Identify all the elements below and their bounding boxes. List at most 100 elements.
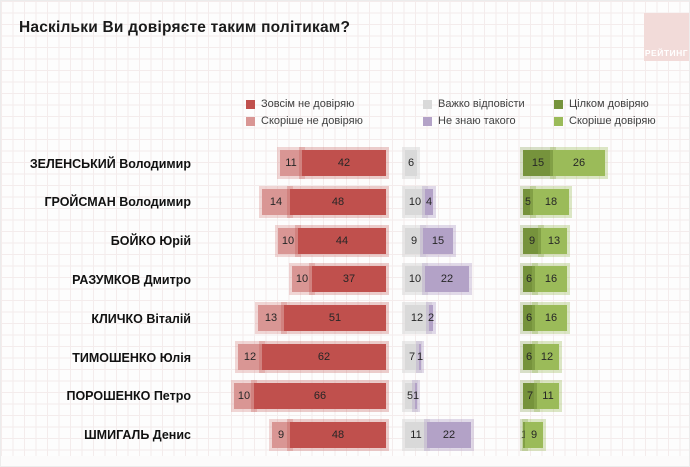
legend-label: Важко відповісти: [438, 98, 525, 110]
trust-bar-group: 6 16: [523, 305, 567, 332]
bar-segment: 6: [523, 266, 535, 293]
bar-row: ГРОЙСМАН Володимир 14 48 10 4 5 18: [1, 183, 690, 222]
bar-value-label: 13: [264, 312, 278, 325]
chart-title: Наскільки Ви довіряєте таким політикам?: [19, 19, 351, 36]
legend-swatch-icon: [246, 99, 255, 109]
bar-segment: 6: [405, 150, 417, 176]
bar-value-label: 26: [572, 157, 586, 169]
bar-value-label: 12: [540, 351, 554, 363]
bar-value-label: 10: [408, 273, 422, 286]
bar-value-label: 5: [524, 195, 532, 208]
bar-segment: 5: [523, 188, 533, 215]
bar-segment: 66: [254, 382, 386, 409]
bar-row: КЛИЧКО Віталій 13 51 12 2 6 16: [1, 299, 690, 338]
distrust-bar-group: 10 37: [292, 266, 386, 293]
legend-label: Цілком довіряю: [569, 98, 649, 110]
bar-value-label: 22: [442, 428, 456, 441]
bar-value-label: 7: [408, 351, 416, 363]
bar-segment: 22: [427, 421, 471, 448]
bar-value-label: 1: [412, 389, 420, 402]
bar-segment: 12: [535, 344, 559, 370]
politician-name: ТИМОШЕНКО Юлія: [72, 350, 191, 365]
bar-segment: 9: [523, 227, 541, 254]
neutral-bar-group: 9 15: [405, 227, 453, 254]
neutral-bar-group: 10 22: [405, 266, 469, 293]
bar-segment: 11: [405, 421, 427, 448]
bar-segment: 12: [238, 344, 262, 370]
legend-item: Зовсім не довіряю: [246, 98, 363, 110]
bar-row: ШМИГАЛЬ Денис 9 48 11 22 1 9: [1, 416, 690, 455]
bar-value-label: 6: [525, 273, 533, 286]
bar-segment: 10: [405, 188, 425, 215]
bar-row: ЗЕЛЕНСЬКИЙ Володимир 11 42 6 15 26: [1, 144, 690, 183]
bar-value-label: 10: [408, 195, 422, 208]
bar-value-label: 11: [542, 389, 554, 402]
bar-segment: 1: [521, 421, 527, 448]
bar-value-label: 18: [544, 195, 558, 208]
bar-value-label: 14: [269, 195, 283, 208]
bar-segment: 44: [298, 227, 386, 254]
bar-segment: 9: [272, 421, 290, 448]
bar-value-label: 2: [427, 312, 435, 325]
bar-segment: 13: [258, 305, 284, 332]
legend-label: Не знаю такого: [438, 115, 516, 127]
trust-bar-chart: ЗЕЛЕНСЬКИЙ Володимир 11 42 6 15 26 ГРОЙСМАН Во…: [1, 144, 690, 456]
bar-value-label: 9: [530, 428, 538, 441]
legend-swatch-icon: [423, 116, 432, 126]
legend-swatch-icon: [246, 116, 255, 126]
bar-segment: 37: [312, 266, 386, 293]
bar-value-label: 6: [525, 351, 533, 363]
bar-value-label: 62: [317, 351, 331, 363]
bar-segment: 9: [525, 421, 543, 448]
bar-value-label: 12: [410, 312, 424, 325]
legend-item: Цілком довіряю: [554, 98, 656, 110]
bar-value-label: 9: [277, 428, 285, 441]
bar-value-label: 15: [531, 157, 545, 169]
bar-value-label: 48: [331, 428, 345, 441]
bar-segment: 15: [523, 150, 553, 176]
bar-value-label: 15: [431, 234, 445, 247]
politician-name: ШМИГАЛЬ Денис: [84, 428, 191, 443]
bar-value-label: 11: [285, 157, 297, 169]
neutral-bar-group: 10 4: [405, 188, 433, 215]
distrust-bar-group: 11 42: [280, 150, 386, 176]
politician-name: ЗЕЛЕНСЬКИЙ Володимир: [29, 156, 191, 171]
bar-value-label: 6: [525, 312, 533, 325]
bar-value-label: 51: [328, 312, 342, 325]
bar-value-label: 5: [406, 389, 414, 402]
legend-item: Важко відповісти: [423, 98, 525, 110]
bar-value-label: 10: [237, 389, 251, 402]
bar-value-label: 16: [544, 273, 558, 286]
bar-segment: 15: [423, 227, 453, 254]
bar-segment: 4: [425, 188, 433, 215]
bar-segment: 9: [405, 227, 423, 254]
legend-swatch-icon: [554, 116, 563, 126]
legend-label: Зовсім не довіряю: [261, 98, 355, 110]
neutral-bar-group: 6: [405, 150, 417, 176]
distrust-bar-group: 10 44: [278, 227, 386, 254]
distrust-bar-group: 13 51: [258, 305, 386, 332]
bar-row: ТИМОШЕНКО Юлія 12 62 7 1 6 12: [1, 338, 690, 377]
bar-segment: 11: [280, 150, 302, 176]
bar-segment: 48: [290, 421, 386, 448]
bar-value-label: 16: [544, 312, 558, 325]
bar-segment: 22: [425, 266, 469, 293]
bar-value-label: 9: [528, 234, 536, 247]
bar-segment: 42: [302, 150, 386, 176]
bar-value-label: 13: [547, 234, 561, 247]
bar-value-label: 7: [526, 389, 534, 402]
bar-segment: 1: [412, 382, 420, 409]
neutral-bar-group: 11 22: [405, 421, 471, 448]
bar-segment: 62: [262, 344, 386, 370]
bar-row: ПОРОШЕНКО Петро 10 66 5 1 7 11: [1, 377, 690, 416]
bar-value-label: 66: [313, 389, 327, 402]
legend-column: Важко відповісти Не знаю такого: [423, 98, 525, 127]
politician-name: РАЗУМКОВ Дмитро: [72, 272, 191, 287]
legend-item: Не знаю такого: [423, 115, 525, 127]
bar-value-label: 44: [335, 234, 349, 247]
bar-segment: 10: [292, 266, 312, 293]
politician-name: ГРОЙСМАН Володимир: [44, 195, 191, 210]
bar-segment: 5: [405, 382, 415, 409]
